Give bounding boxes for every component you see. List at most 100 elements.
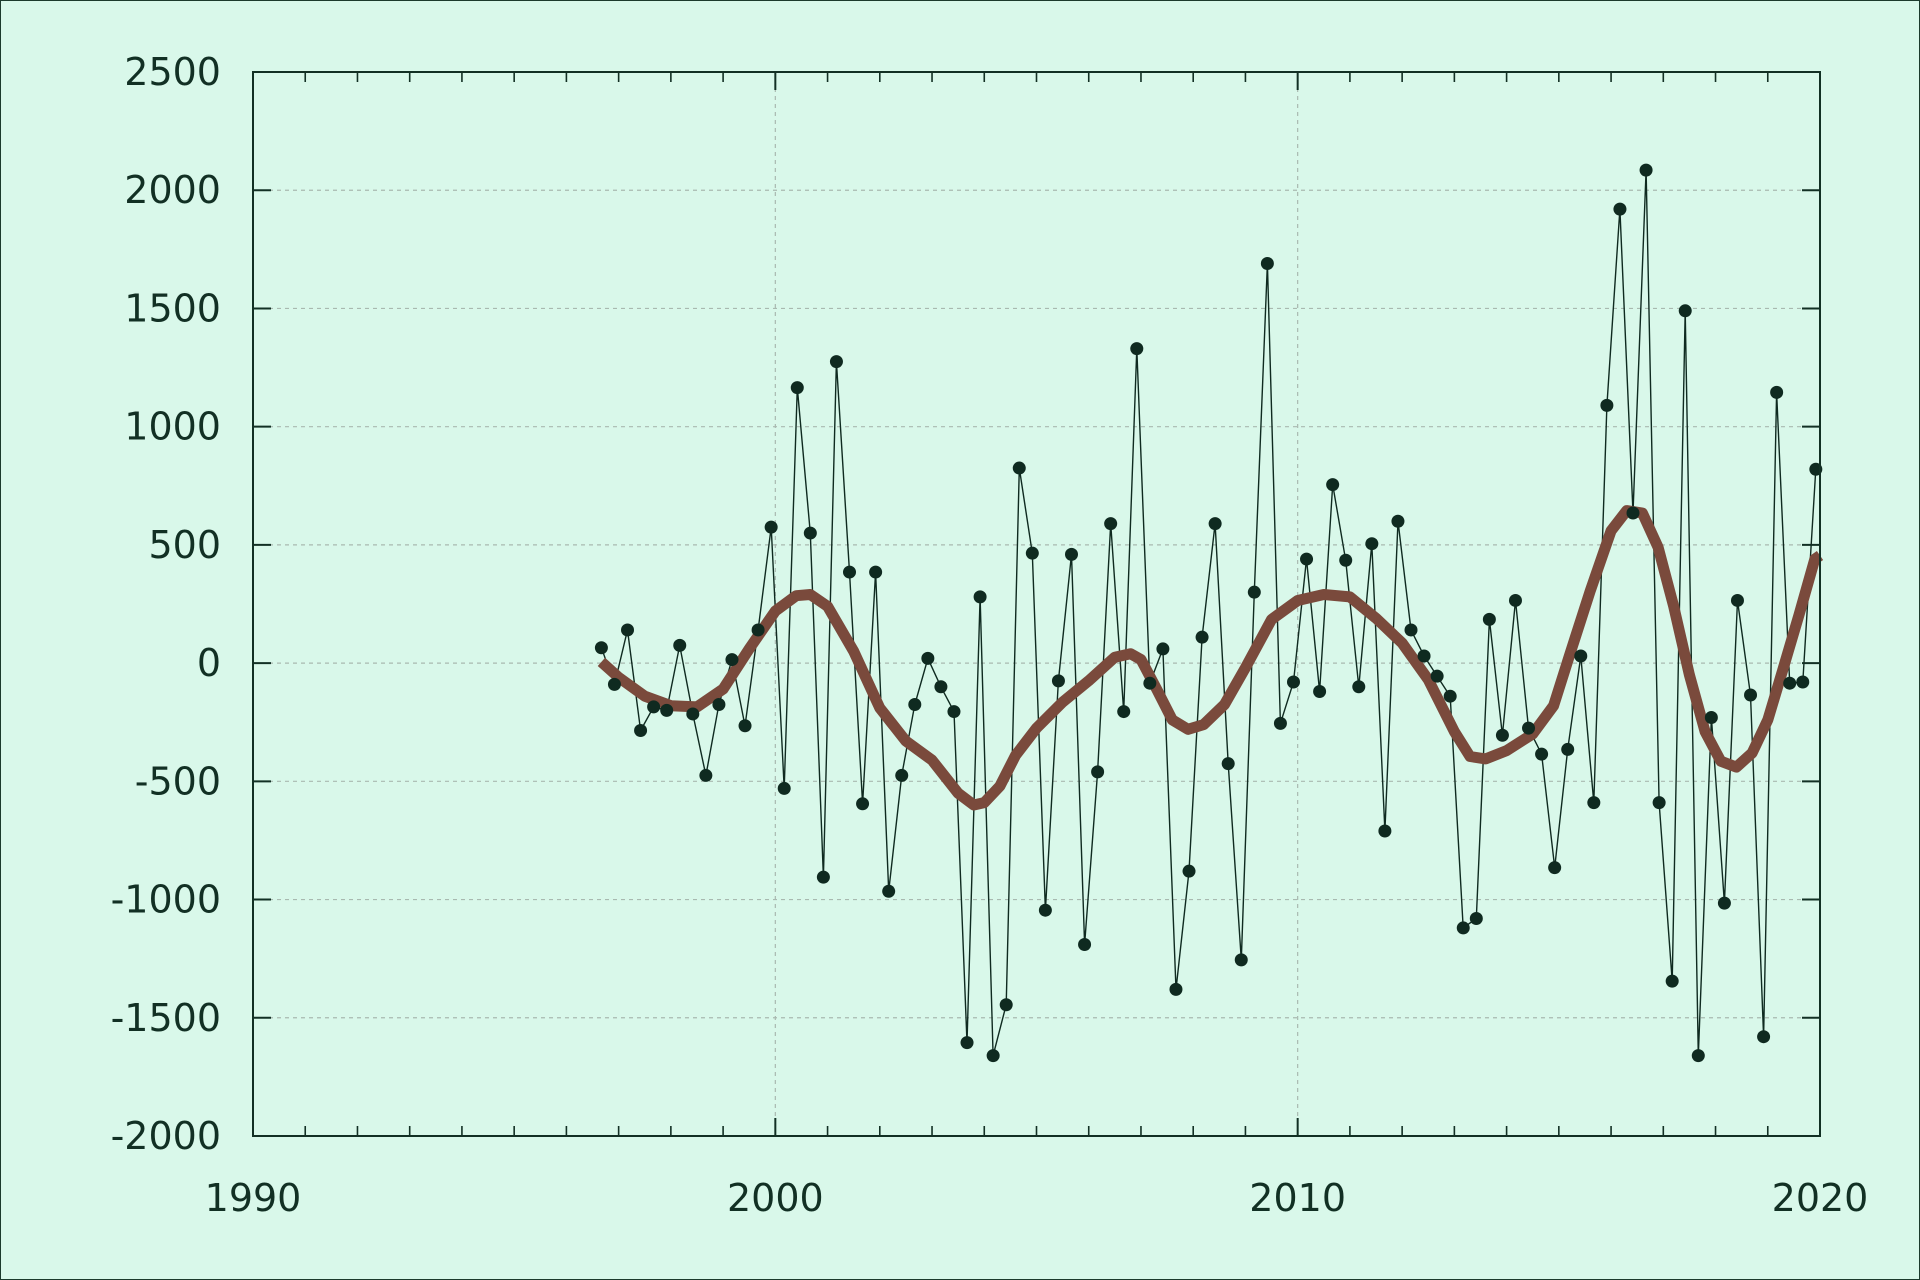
data-point bbox=[1600, 398, 1614, 412]
data-point bbox=[1417, 649, 1431, 663]
x-tick-label: 1990 bbox=[205, 1176, 302, 1220]
data-point bbox=[1757, 1030, 1771, 1044]
data-point bbox=[1548, 861, 1562, 875]
data-point bbox=[803, 526, 817, 540]
data-point bbox=[1091, 765, 1105, 779]
data-point bbox=[699, 768, 713, 782]
data-point bbox=[660, 703, 674, 717]
data-point bbox=[1430, 669, 1444, 683]
data-point bbox=[1038, 903, 1052, 917]
data-point bbox=[1730, 593, 1744, 607]
data-point bbox=[712, 697, 726, 711]
data-point bbox=[856, 797, 870, 811]
tick-labels: 2500 2000 1500 1000 500 0 -500 -1000 -1500 -2000 1… bbox=[111, 50, 1869, 1220]
data-point bbox=[1613, 202, 1627, 216]
data-point bbox=[1130, 342, 1144, 356]
data-point bbox=[1678, 304, 1692, 318]
data-point bbox=[1012, 461, 1026, 475]
raw-series-line bbox=[600, 170, 1817, 1056]
data-point bbox=[1639, 163, 1653, 177]
data-point bbox=[921, 651, 935, 665]
data-point bbox=[1456, 921, 1470, 935]
data-point bbox=[1783, 676, 1797, 690]
data-point bbox=[1260, 257, 1274, 271]
data-point bbox=[1104, 517, 1118, 531]
data-point bbox=[1365, 537, 1379, 551]
data-point bbox=[1482, 612, 1496, 626]
data-point bbox=[882, 884, 896, 898]
data-point bbox=[1469, 911, 1483, 925]
x-tick-label: 2000 bbox=[727, 1176, 824, 1220]
data-point bbox=[1443, 689, 1457, 703]
data-point bbox=[1704, 710, 1718, 724]
data-point bbox=[1717, 896, 1731, 910]
data-point bbox=[790, 381, 804, 395]
data-point bbox=[751, 623, 765, 637]
y-tick-label: -1500 bbox=[111, 996, 221, 1040]
data-point bbox=[607, 677, 621, 691]
data-point bbox=[1691, 1049, 1705, 1063]
data-point bbox=[1025, 546, 1039, 560]
smoothed-series-line bbox=[597, 505, 1824, 811]
data-point bbox=[1587, 796, 1601, 810]
y-tick-label: -2000 bbox=[111, 1114, 221, 1158]
y-tick-label: 1500 bbox=[124, 286, 221, 330]
data-point bbox=[1378, 824, 1392, 838]
data-point bbox=[673, 638, 687, 652]
data-point bbox=[895, 768, 909, 782]
data-point bbox=[1169, 982, 1183, 996]
x-tick-label: 2020 bbox=[1772, 1176, 1869, 1220]
data-point bbox=[908, 697, 922, 711]
data-point bbox=[999, 998, 1013, 1012]
data-point bbox=[1561, 742, 1575, 756]
data-point bbox=[1744, 688, 1758, 702]
data-point bbox=[1626, 506, 1640, 520]
data-point bbox=[594, 641, 608, 655]
data-point bbox=[1508, 593, 1522, 607]
data-point bbox=[1495, 728, 1509, 742]
data-point bbox=[1286, 675, 1300, 689]
data-point bbox=[1796, 675, 1810, 689]
data-point bbox=[1652, 796, 1666, 810]
data-point bbox=[1313, 684, 1327, 698]
data-point bbox=[1051, 674, 1065, 688]
data-point bbox=[634, 723, 648, 737]
data-point bbox=[973, 590, 987, 604]
data-point bbox=[1352, 680, 1366, 694]
data-point bbox=[1247, 585, 1261, 599]
x-tick-label: 2010 bbox=[1249, 1176, 1346, 1220]
data-point bbox=[1078, 937, 1092, 951]
data-point bbox=[816, 870, 830, 884]
data-point bbox=[738, 719, 752, 733]
data-point bbox=[1064, 547, 1078, 561]
data-point bbox=[686, 707, 700, 721]
data-point bbox=[1665, 974, 1679, 988]
data-point bbox=[777, 781, 791, 795]
data-point bbox=[1535, 747, 1549, 761]
data-point bbox=[1143, 676, 1157, 690]
data-point bbox=[1156, 642, 1170, 656]
data-point bbox=[1273, 716, 1287, 730]
series-layer bbox=[594, 163, 1824, 1063]
data-point bbox=[1300, 552, 1314, 566]
data-point bbox=[1339, 553, 1353, 567]
data-point bbox=[1195, 630, 1209, 644]
y-tick-label: 2000 bbox=[124, 168, 221, 212]
data-point bbox=[934, 680, 948, 694]
data-point bbox=[1326, 478, 1340, 492]
y-tick-label: -500 bbox=[135, 759, 221, 803]
data-point bbox=[764, 520, 778, 534]
data-point bbox=[647, 700, 661, 714]
data-point bbox=[829, 355, 843, 369]
data-point bbox=[1117, 705, 1131, 719]
data-point bbox=[1404, 623, 1418, 637]
y-tick-label: -1000 bbox=[111, 878, 221, 922]
data-point bbox=[986, 1049, 1000, 1063]
y-tick-label: 500 bbox=[148, 523, 221, 567]
axes bbox=[252, 71, 1821, 1137]
data-point bbox=[960, 1036, 974, 1050]
data-point bbox=[843, 565, 857, 579]
data-point bbox=[947, 705, 961, 719]
data-point bbox=[1770, 385, 1784, 399]
